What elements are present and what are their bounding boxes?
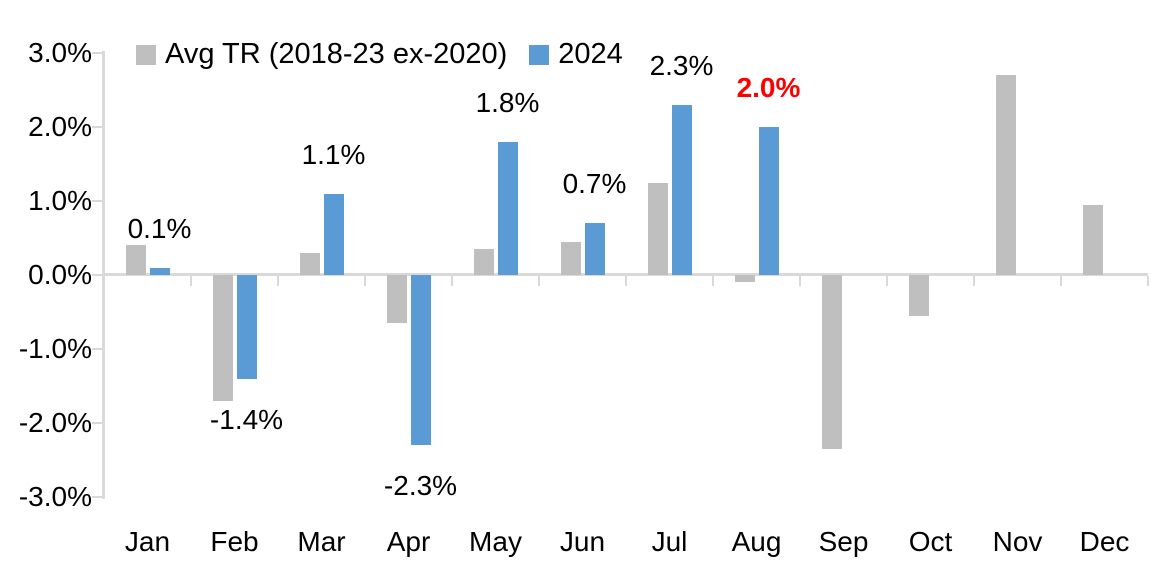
- legend-label-avg-tr: Avg TR (2018-23 ex-2020): [165, 38, 508, 70]
- y-axis-tick: [92, 200, 104, 202]
- bar-avg-tr-apr: [386, 275, 407, 324]
- x-axis-tick: [103, 276, 105, 286]
- bar-2024-mar: [323, 193, 344, 275]
- bar-avg-tr-sep: [821, 275, 842, 449]
- x-axis-label-mar: Mar: [297, 526, 346, 557]
- x-axis-label-aug: Aug: [731, 526, 782, 557]
- data-label-jul: 2.3%: [649, 49, 714, 81]
- bar-2024-apr: [410, 275, 431, 446]
- y-axis-label: -1.0%: [18, 333, 92, 364]
- y-axis-label: -3.0%: [18, 481, 92, 512]
- bar-avg-tr-dec: [1082, 204, 1103, 275]
- y-axis-tick: [92, 348, 104, 350]
- data-label-apr: -2.3%: [383, 470, 458, 502]
- legend-item-avg-tr: Avg TR (2018-23 ex-2020): [136, 38, 507, 71]
- y-axis-label: 3.0%: [28, 37, 92, 68]
- x-axis-tick: [799, 276, 801, 286]
- data-label-mar: 1.1%: [301, 138, 366, 170]
- x-axis-label-may: May: [469, 526, 522, 557]
- x-axis-tick: [190, 276, 192, 286]
- x-axis-tick: [625, 276, 627, 286]
- bar-avg-tr-mar: [299, 252, 320, 275]
- bar-2024-jul: [671, 104, 692, 275]
- bar-avg-tr-feb: [212, 275, 233, 401]
- y-axis-tick: [92, 496, 104, 498]
- x-axis-label-dec: Dec: [1079, 526, 1130, 557]
- y-axis-label: -2.0%: [18, 407, 92, 438]
- bar-avg-tr-oct: [908, 275, 929, 316]
- y-axis-label: 2.0%: [28, 111, 92, 142]
- data-label-may: 1.8%: [475, 86, 540, 118]
- y-axis-tick: [92, 52, 104, 54]
- bar-avg-tr-nov: [995, 75, 1016, 275]
- bar-avg-tr-may: [473, 249, 494, 275]
- y-axis-label: 0.0%: [28, 259, 92, 290]
- x-axis-label-jul: Jul: [651, 526, 688, 557]
- legend-swatch-2024: [529, 44, 550, 65]
- bar-2024-jun: [584, 223, 605, 275]
- legend-item-2024: 2024: [529, 38, 623, 71]
- bar-2024-feb: [236, 275, 257, 379]
- x-axis-label-nov: Nov: [992, 526, 1043, 557]
- bar-2024-jan: [149, 267, 170, 275]
- y-axis-label: 1.0%: [28, 185, 92, 216]
- x-axis-tick: [1147, 276, 1149, 286]
- bar-2024-aug: [758, 127, 779, 275]
- x-axis-label-jan: Jan: [124, 526, 171, 557]
- data-label-jun: 0.7%: [562, 168, 627, 200]
- data-label-feb: -1.4%: [209, 403, 284, 435]
- x-axis-tick: [364, 276, 366, 286]
- x-axis-tick: [886, 276, 888, 286]
- x-axis-tick: [277, 276, 279, 286]
- x-axis-tick: [712, 276, 714, 286]
- x-axis-label-feb: Feb: [210, 526, 259, 557]
- data-label-aug: 2.0%: [736, 72, 801, 103]
- bar-avg-tr-jan: [125, 245, 146, 275]
- legend-swatch-avg-tr: [136, 44, 156, 65]
- legend-label-2024: 2024: [558, 38, 623, 70]
- x-axis-label-apr: Apr: [386, 526, 431, 557]
- x-axis-zero-line: [104, 273, 1148, 276]
- x-axis-tick: [451, 276, 453, 286]
- x-axis-tick: [973, 276, 975, 286]
- y-axis-tick: [92, 274, 104, 276]
- x-axis-label-sep: Sep: [818, 526, 869, 557]
- y-axis-tick: [92, 126, 104, 128]
- chart-legend: Avg TR (2018-23 ex-2020) 2024: [136, 38, 623, 71]
- bar-avg-tr-aug: [734, 275, 755, 283]
- x-axis-label-oct: Oct: [908, 526, 953, 557]
- x-axis-tick: [1060, 276, 1062, 286]
- bar-2024-may: [497, 141, 518, 275]
- data-label-jan: 0.1%: [127, 212, 192, 244]
- x-axis-label-jun: Jun: [559, 526, 606, 557]
- bar-avg-tr-jun: [560, 241, 581, 275]
- bar-avg-tr-jul: [647, 182, 668, 275]
- y-axis-tick: [92, 422, 104, 424]
- x-axis-tick: [538, 276, 540, 286]
